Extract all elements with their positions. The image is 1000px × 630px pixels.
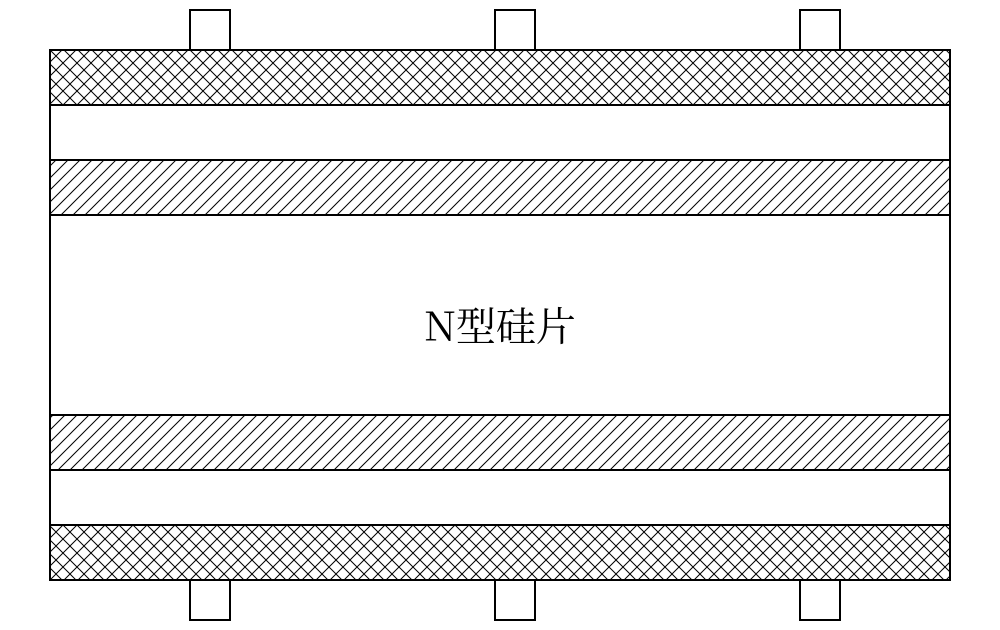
- bottom-tab-0: [190, 580, 230, 620]
- layer-top-plain: [50, 105, 950, 160]
- top-tab-2: [800, 10, 840, 50]
- layer-top-crosshatch: [50, 50, 950, 105]
- layer-bottom-plain: [50, 470, 950, 525]
- top-tab-0: [190, 10, 230, 50]
- top-tab-1: [495, 10, 535, 50]
- layer-bottom-crosshatch: [50, 525, 950, 580]
- bottom-tab-1: [495, 580, 535, 620]
- bottom-tab-2: [800, 580, 840, 620]
- layer-bottom-diagonal: [50, 415, 950, 470]
- substrate-label: N型硅片: [424, 295, 576, 352]
- layer-top-diagonal: [50, 160, 950, 215]
